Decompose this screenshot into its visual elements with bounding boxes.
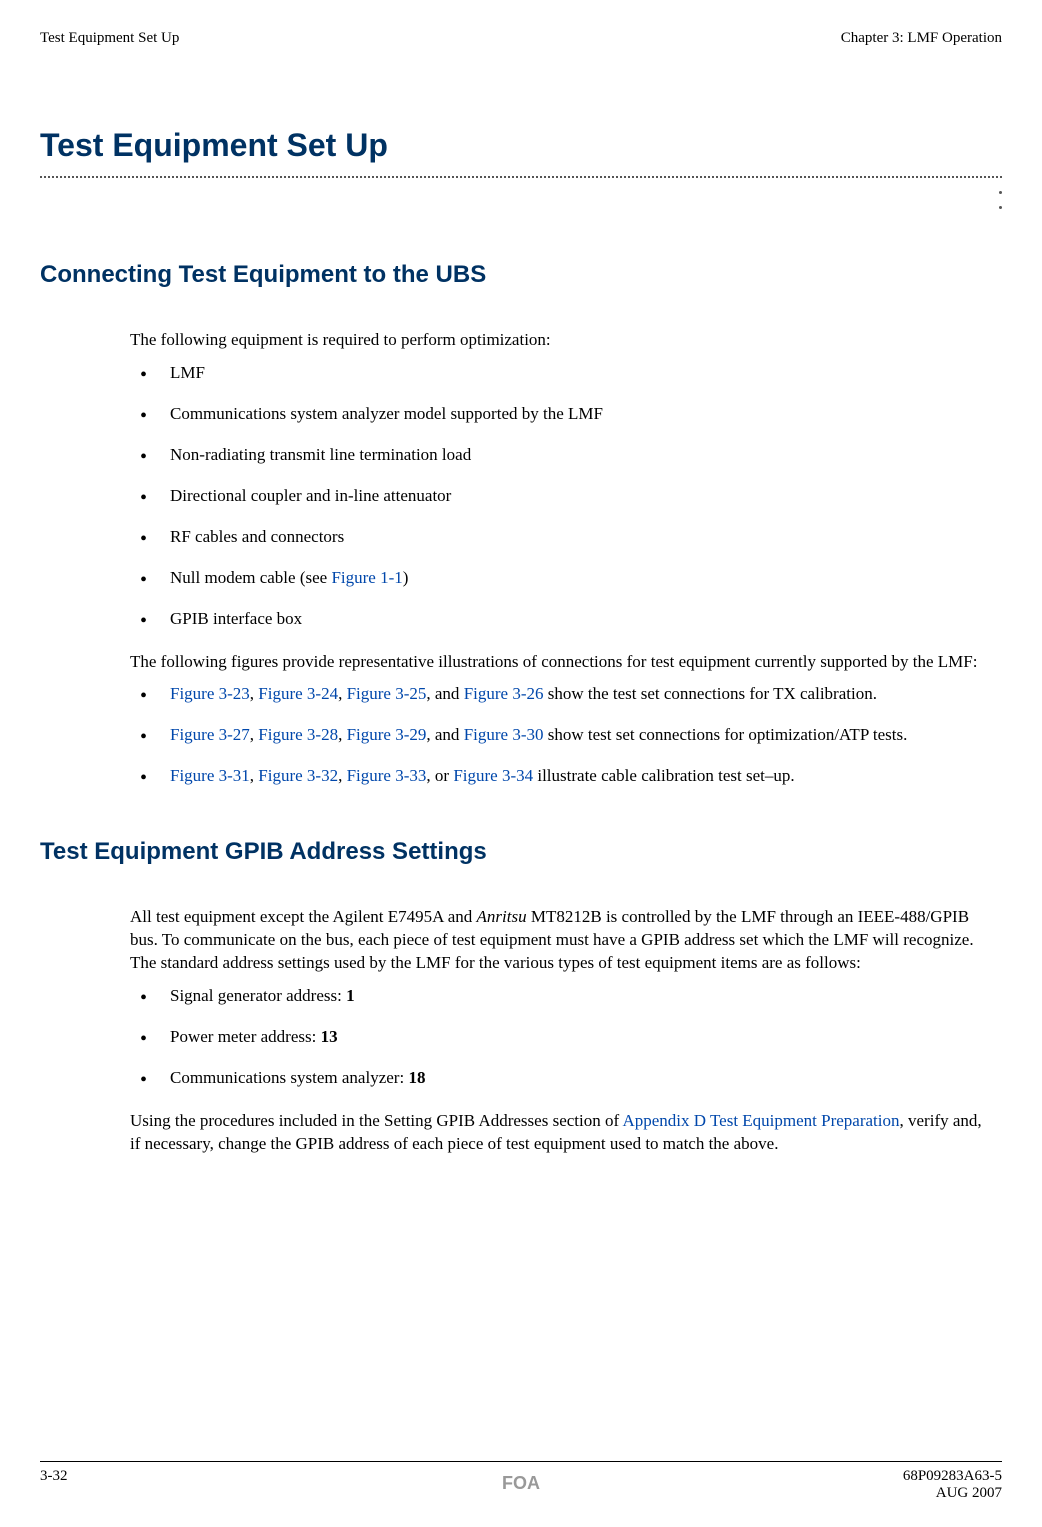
- header-section-name: Test Equipment Set Up: [40, 30, 179, 47]
- figure-link[interactable]: Figure 3-33: [347, 766, 427, 785]
- text: Power meter address:: [170, 1027, 321, 1046]
- footer-date: AUG 2007: [936, 1485, 1002, 1502]
- figure-link[interactable]: Figure 3-27: [170, 725, 250, 744]
- section2-para2: Using the procedures included in the Set…: [130, 1110, 992, 1156]
- section1-intro: The following equipment is required to p…: [130, 329, 992, 352]
- address-value: 1: [346, 986, 355, 1005]
- section2-body: All test equipment except the Agilent E7…: [130, 906, 992, 1156]
- equipment-list: LMF Communications system analyzer model…: [130, 362, 992, 631]
- list-item: Null modem cable (see Figure 1-1): [130, 567, 992, 590]
- figure-link[interactable]: Figure 3-32: [258, 766, 338, 785]
- list-item: GPIB interface box: [130, 608, 992, 631]
- text: illustrate cable calibration test set–up…: [533, 766, 795, 785]
- text: show the test set connections for TX cal…: [543, 684, 876, 703]
- page-number: 3-32: [40, 1468, 68, 1485]
- appendix-link[interactable]: Appendix D Test Equipment Preparation: [622, 1111, 899, 1130]
- text: ,: [338, 725, 347, 744]
- figure-link[interactable]: Figure 3-28: [258, 725, 338, 744]
- list-item: Figure 3-23, Figure 3-24, Figure 3-25, a…: [130, 683, 992, 706]
- text: Null modem cable (see: [170, 568, 331, 587]
- section1-para2: The following figures provide representa…: [130, 651, 992, 674]
- list-item: Communications system analyzer: 18: [130, 1067, 992, 1090]
- figure-link[interactable]: Figure 3-24: [258, 684, 338, 703]
- address-value: 18: [408, 1068, 425, 1087]
- text: ,: [338, 684, 347, 703]
- footer-release-label: FOA: [502, 1473, 540, 1494]
- section1-body: The following equipment is required to p…: [130, 329, 992, 788]
- figure-link[interactable]: Figure 3-23: [170, 684, 250, 703]
- text: All test equipment except the Agilent E7…: [130, 907, 477, 926]
- list-item: RF cables and connectors: [130, 526, 992, 549]
- page-title: Test Equipment Set Up: [40, 127, 1002, 164]
- list-item: Communications system analyzer model sup…: [130, 403, 992, 426]
- figure-link[interactable]: Figure 3-30: [464, 725, 544, 744]
- figure-reference-list: Figure 3-23, Figure 3-24, Figure 3-25, a…: [130, 683, 992, 788]
- list-item: Directional coupler and in-line attenuat…: [130, 485, 992, 508]
- list-item: Figure 3-31, Figure 3-32, Figure 3-33, o…: [130, 765, 992, 788]
- list-item: Signal generator address: 1: [130, 985, 992, 1008]
- text: Using the procedures included in the Set…: [130, 1111, 622, 1130]
- text: Signal generator address:: [170, 986, 346, 1005]
- text: show test set connections for optimizati…: [543, 725, 907, 744]
- figure-link[interactable]: Figure 3-29: [347, 725, 427, 744]
- product-name-italic: Anritsu: [477, 907, 527, 926]
- separator-dotted: [40, 176, 1002, 211]
- document-number: 68P09283A63-5: [903, 1468, 1002, 1485]
- page-header: Test Equipment Set Up Chapter 3: LMF Ope…: [40, 30, 1002, 47]
- list-item: Figure 3-27, Figure 3-28, Figure 3-29, a…: [130, 724, 992, 747]
- figure-link[interactable]: Figure 3-34: [453, 766, 533, 785]
- gpib-address-list: Signal generator address: 1 Power meter …: [130, 985, 992, 1090]
- section-heading-connecting: Connecting Test Equipment to the UBS: [40, 261, 1002, 289]
- text: ,: [338, 766, 347, 785]
- text: , or: [426, 766, 453, 785]
- list-item: LMF: [130, 362, 992, 385]
- header-chapter-name: Chapter 3: LMF Operation: [841, 30, 1002, 47]
- section-heading-gpib: Test Equipment GPIB Address Settings: [40, 838, 1002, 866]
- page-footer: 3-32 68P09283A63-5 AUG 2007 FOA: [40, 1461, 1002, 1502]
- list-item: Power meter address: 13: [130, 1026, 992, 1049]
- text: , and: [426, 684, 463, 703]
- text: Communications system analyzer:: [170, 1068, 408, 1087]
- figure-link[interactable]: Figure 3-25: [347, 684, 427, 703]
- address-value: 13: [321, 1027, 338, 1046]
- text: ): [403, 568, 409, 587]
- text: , and: [426, 725, 463, 744]
- figure-link[interactable]: Figure 3-26: [464, 684, 544, 703]
- figure-link[interactable]: Figure 3-31: [170, 766, 250, 785]
- list-item: Non-radiating transmit line termination …: [130, 444, 992, 467]
- section2-para1: All test equipment except the Agilent E7…: [130, 906, 992, 975]
- figure-link[interactable]: Figure 1-1: [331, 568, 402, 587]
